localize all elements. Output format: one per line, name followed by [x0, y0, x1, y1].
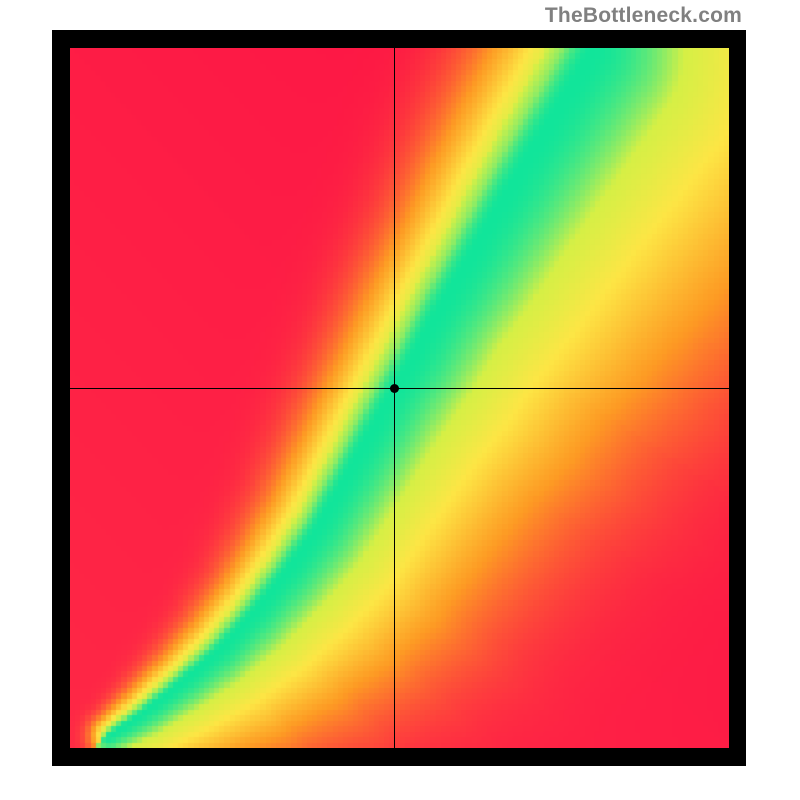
crosshair-vertical [394, 48, 395, 748]
watermark-label: TheBottleneck.com [545, 4, 742, 28]
crosshair-horizontal [70, 388, 729, 389]
bottleneck-heatmap [70, 48, 729, 748]
figure-container: TheBottleneck.com [0, 0, 800, 800]
